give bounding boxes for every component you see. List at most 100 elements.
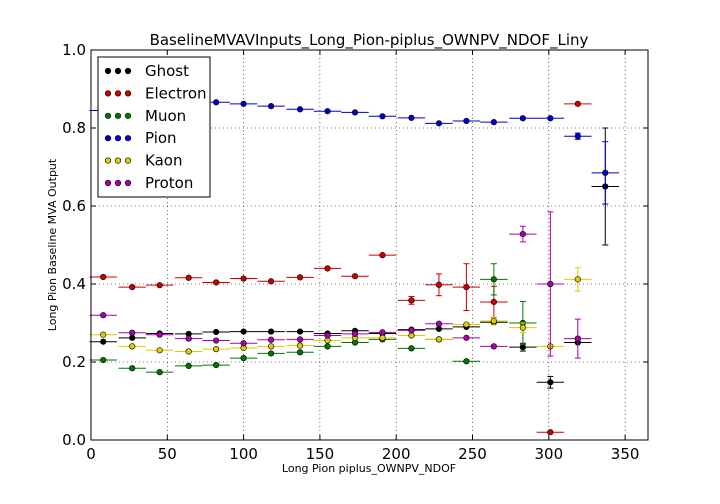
data-point xyxy=(408,297,415,304)
data-point xyxy=(324,337,331,344)
data-point xyxy=(547,379,554,386)
legend-label: Ghost xyxy=(145,62,189,80)
data-point xyxy=(324,332,331,339)
x-tick-label: 250 xyxy=(458,445,487,463)
data-point xyxy=(490,119,497,126)
data-point xyxy=(296,274,304,281)
legend-box xyxy=(97,56,211,198)
data-point xyxy=(213,362,220,369)
legend-marker xyxy=(124,90,132,97)
data-point xyxy=(185,362,192,370)
y-tick-label: 0.0 xyxy=(62,431,86,449)
data-point xyxy=(100,312,107,319)
legend: Ghost Electron Muon Pion Kaon Proton xyxy=(97,56,211,198)
x-tick-label: 350 xyxy=(611,445,640,463)
x-axis-label: Long Pion piplus_OWNPV_NDOF xyxy=(282,462,456,475)
data-point xyxy=(490,343,497,350)
data-point xyxy=(213,279,220,286)
data-point xyxy=(296,349,304,356)
data-point xyxy=(100,356,107,364)
data-point xyxy=(490,276,497,283)
series-electron xyxy=(89,100,592,436)
legend-marker xyxy=(104,67,112,75)
legend-label: Electron xyxy=(145,84,207,102)
legend-item-proton: Proton xyxy=(104,174,193,192)
series-proton xyxy=(89,211,592,359)
data-point xyxy=(240,355,247,362)
x-tick-label: 0 xyxy=(86,445,96,463)
x-tick-label: 150 xyxy=(306,445,335,463)
data-point xyxy=(129,343,136,350)
data-point xyxy=(463,284,470,291)
data-point xyxy=(324,343,331,350)
data-point xyxy=(602,169,609,176)
data-point xyxy=(240,100,247,107)
data-point xyxy=(574,100,581,107)
data-point xyxy=(379,252,386,259)
data-point xyxy=(213,328,220,336)
data-point xyxy=(547,115,554,122)
series-kaon xyxy=(89,267,592,355)
legend-marker xyxy=(124,179,132,187)
data-point xyxy=(408,327,415,334)
data-point xyxy=(435,120,443,127)
legend-marker xyxy=(104,179,112,187)
x-tick-label: 200 xyxy=(382,445,411,463)
data-point xyxy=(351,273,359,280)
data-point xyxy=(267,328,275,335)
data-point xyxy=(463,321,470,328)
y-tick-label: 0.8 xyxy=(62,119,86,137)
data-point xyxy=(129,284,136,291)
legend-item-kaon: Kaon xyxy=(104,152,182,170)
legend-item-muon: Muon xyxy=(104,107,186,125)
legend-label: Proton xyxy=(145,174,193,192)
data-point xyxy=(213,99,220,106)
legend-marker xyxy=(114,135,122,142)
data-point xyxy=(324,265,331,272)
data-point xyxy=(213,346,220,353)
legend-marker xyxy=(114,179,122,187)
x-tick-label: 300 xyxy=(534,445,563,463)
legend-marker xyxy=(124,67,132,75)
data-point xyxy=(463,334,470,341)
data-point xyxy=(574,276,581,283)
data-point xyxy=(296,336,304,343)
data-point xyxy=(240,275,247,282)
legend-marker xyxy=(114,157,122,164)
data-point xyxy=(156,331,163,338)
data-point xyxy=(574,335,581,342)
data-point xyxy=(156,369,163,376)
data-point xyxy=(379,334,386,341)
data-point xyxy=(435,336,443,343)
legend-item-electron: Electron xyxy=(104,84,207,102)
data-point xyxy=(296,328,304,335)
y-tick-label: 1.0 xyxy=(62,41,86,59)
legend-item-ghost: Ghost xyxy=(104,62,189,80)
data-point xyxy=(435,281,443,288)
legend-marker xyxy=(124,157,132,164)
data-point xyxy=(185,274,192,281)
data-point xyxy=(519,115,526,122)
legend-label: Muon xyxy=(145,107,186,125)
data-point xyxy=(267,336,275,343)
data-point xyxy=(324,108,331,115)
data-point xyxy=(100,273,107,281)
data-point xyxy=(156,282,163,289)
data-point xyxy=(379,113,386,120)
data-point xyxy=(267,350,275,357)
data-point xyxy=(156,347,163,354)
legend-marker xyxy=(114,90,122,97)
data-point xyxy=(351,330,359,338)
data-point xyxy=(267,343,275,350)
data-point xyxy=(408,114,415,121)
plot-frame xyxy=(90,49,649,441)
data-point xyxy=(574,133,581,140)
data-point xyxy=(267,103,275,110)
y-tick-label: 0.6 xyxy=(62,197,86,215)
legend-marker xyxy=(104,90,112,97)
legend-marker xyxy=(114,67,122,75)
data-point xyxy=(351,109,359,116)
data-point xyxy=(519,344,526,351)
legend-marker xyxy=(124,112,132,119)
